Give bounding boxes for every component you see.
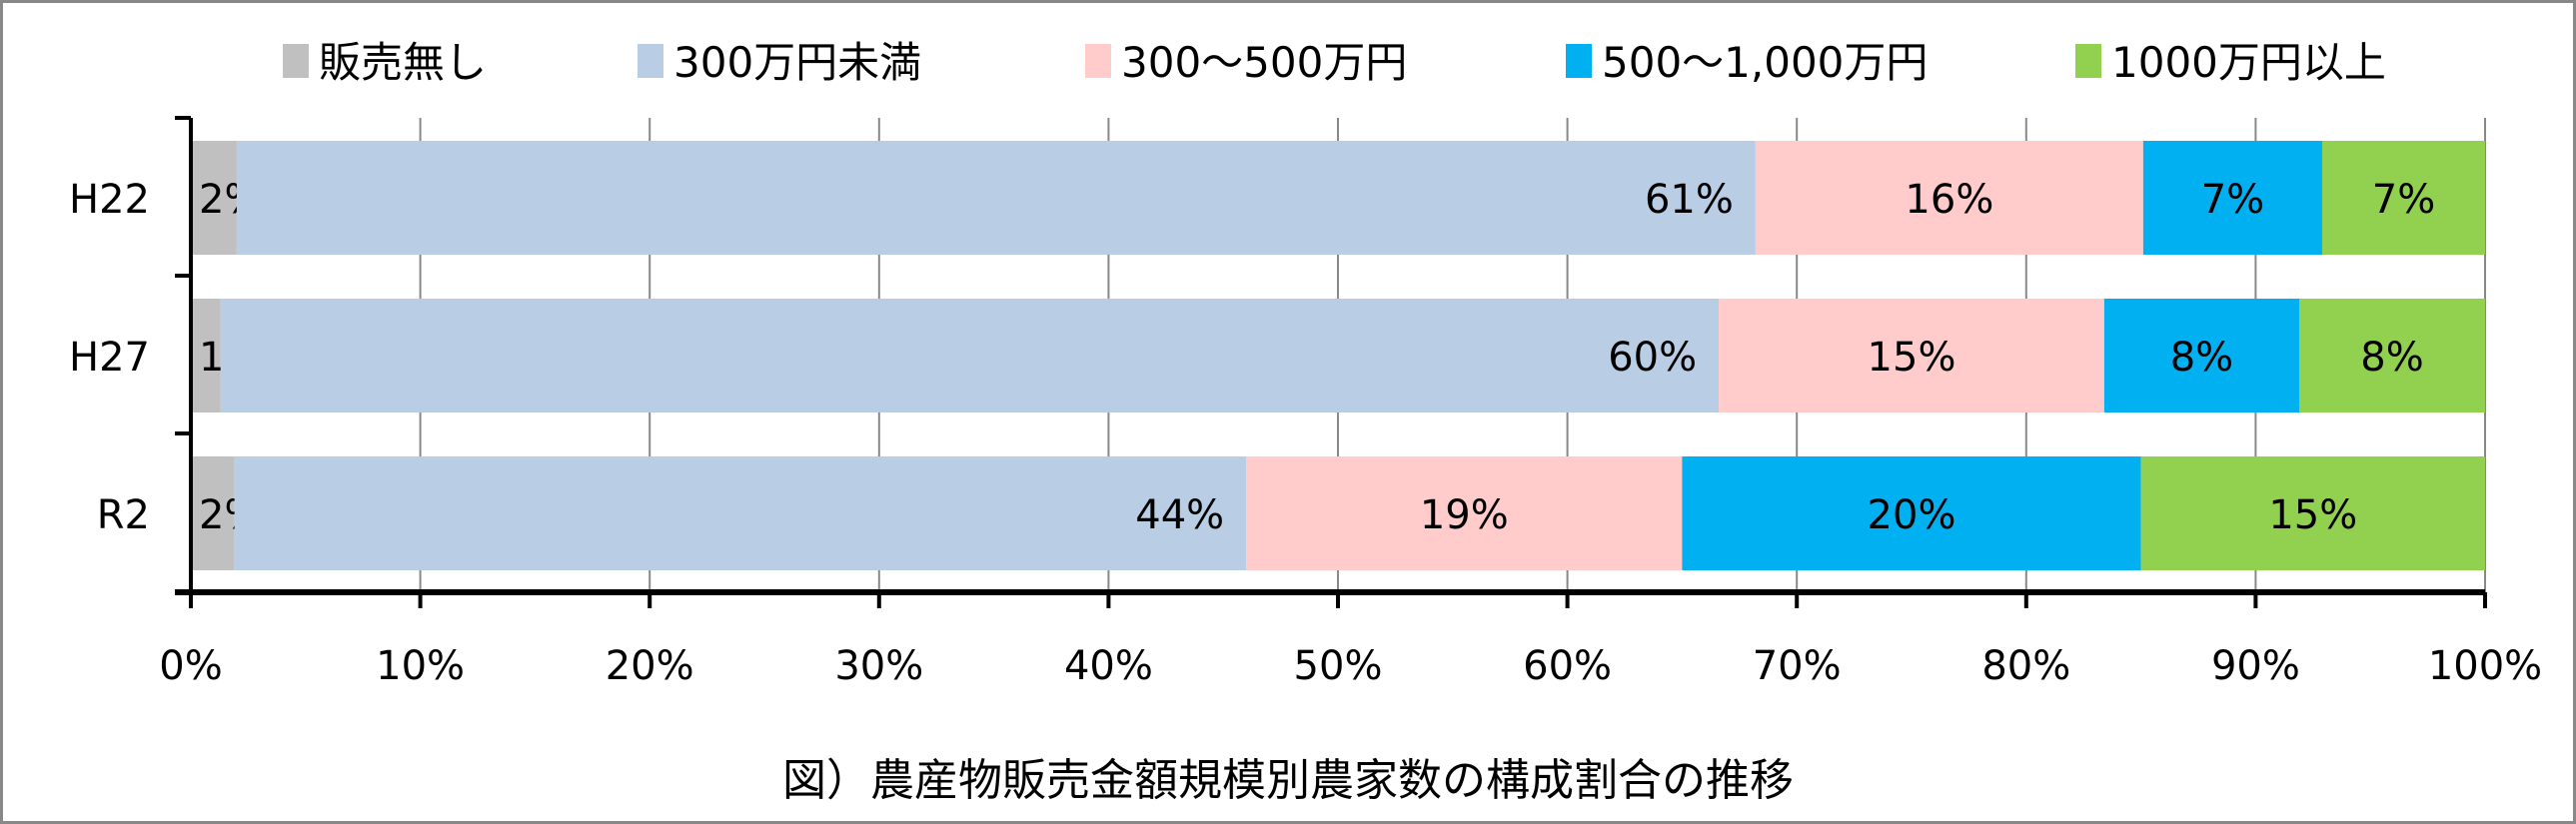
data-label: 61% [1645, 177, 1734, 223]
bar-segment [191, 456, 235, 570]
x-tick-label: 70% [1753, 643, 1842, 689]
data-label: 7% [2372, 177, 2435, 223]
data-label: 8% [2170, 335, 2233, 381]
legend-label: 300万円未満 [673, 38, 921, 87]
bar-segment [1719, 299, 2104, 412]
bar-segment [2103, 299, 2300, 412]
bar-segment [191, 141, 237, 255]
data-label: 7% [2201, 177, 2264, 223]
data-label: 20% [1868, 492, 1956, 538]
category-label: H27 [69, 335, 150, 381]
x-tick-label: 30% [834, 643, 923, 689]
x-tick-label: 0% [159, 643, 222, 689]
legend-swatch [1566, 44, 1592, 78]
legend-label: 1000万円以上 [2111, 38, 2386, 87]
legend-swatch [638, 44, 663, 78]
bar-segment [236, 141, 1756, 255]
legend-swatch [2075, 44, 2101, 78]
data-label: 16% [1905, 177, 1993, 223]
legend-swatch [1085, 44, 1111, 78]
bar-segment [1682, 456, 2141, 570]
legend-item: 300～500万円 [1085, 38, 1407, 87]
data-label: 19% [1420, 492, 1509, 538]
bar-segment [191, 299, 221, 412]
legend-label: 300～500万円 [1121, 38, 1407, 87]
legend-item: 300万円未満 [638, 38, 921, 87]
data-label: 44% [1135, 492, 1224, 538]
bar-segment [2142, 141, 2322, 255]
legend-item: 1000万円以上 [2075, 38, 2386, 87]
legend-label: 販売無し [319, 38, 487, 87]
data-label: 8% [2360, 335, 2423, 381]
category-label: R2 [97, 492, 150, 538]
category-label: H22 [69, 177, 150, 223]
bar-segment [220, 299, 1720, 412]
legend-swatch [283, 44, 309, 78]
x-tick-label: 80% [1981, 643, 2070, 689]
chart-title: 図）農産物販売金額規模別農家数の構成割合の推移 [782, 755, 1794, 806]
x-tick-label: 90% [2211, 643, 2300, 689]
bar-segment [234, 456, 1247, 570]
x-tick-label: 60% [1523, 643, 1612, 689]
x-tick-label: 40% [1064, 643, 1153, 689]
bar-segment [2321, 141, 2485, 255]
legend-item: 販売無し [283, 38, 487, 87]
x-tick-label: 100% [2428, 643, 2542, 689]
x-tick-label: 10% [376, 643, 465, 689]
bar-segment [2299, 299, 2485, 412]
bar-segment [1246, 456, 1683, 570]
x-tick-label: 20% [606, 643, 694, 689]
data-label: 60% [1608, 335, 1697, 381]
legend-label: 500～1,000万円 [1602, 38, 1928, 87]
data-label: 15% [1868, 335, 1956, 381]
bar-segment [1755, 141, 2143, 255]
bar-segment [2140, 456, 2485, 570]
legend-item: 500～1,000万円 [1566, 38, 1928, 87]
data-label: 15% [2268, 492, 2357, 538]
x-tick-label: 50% [1294, 643, 1383, 689]
